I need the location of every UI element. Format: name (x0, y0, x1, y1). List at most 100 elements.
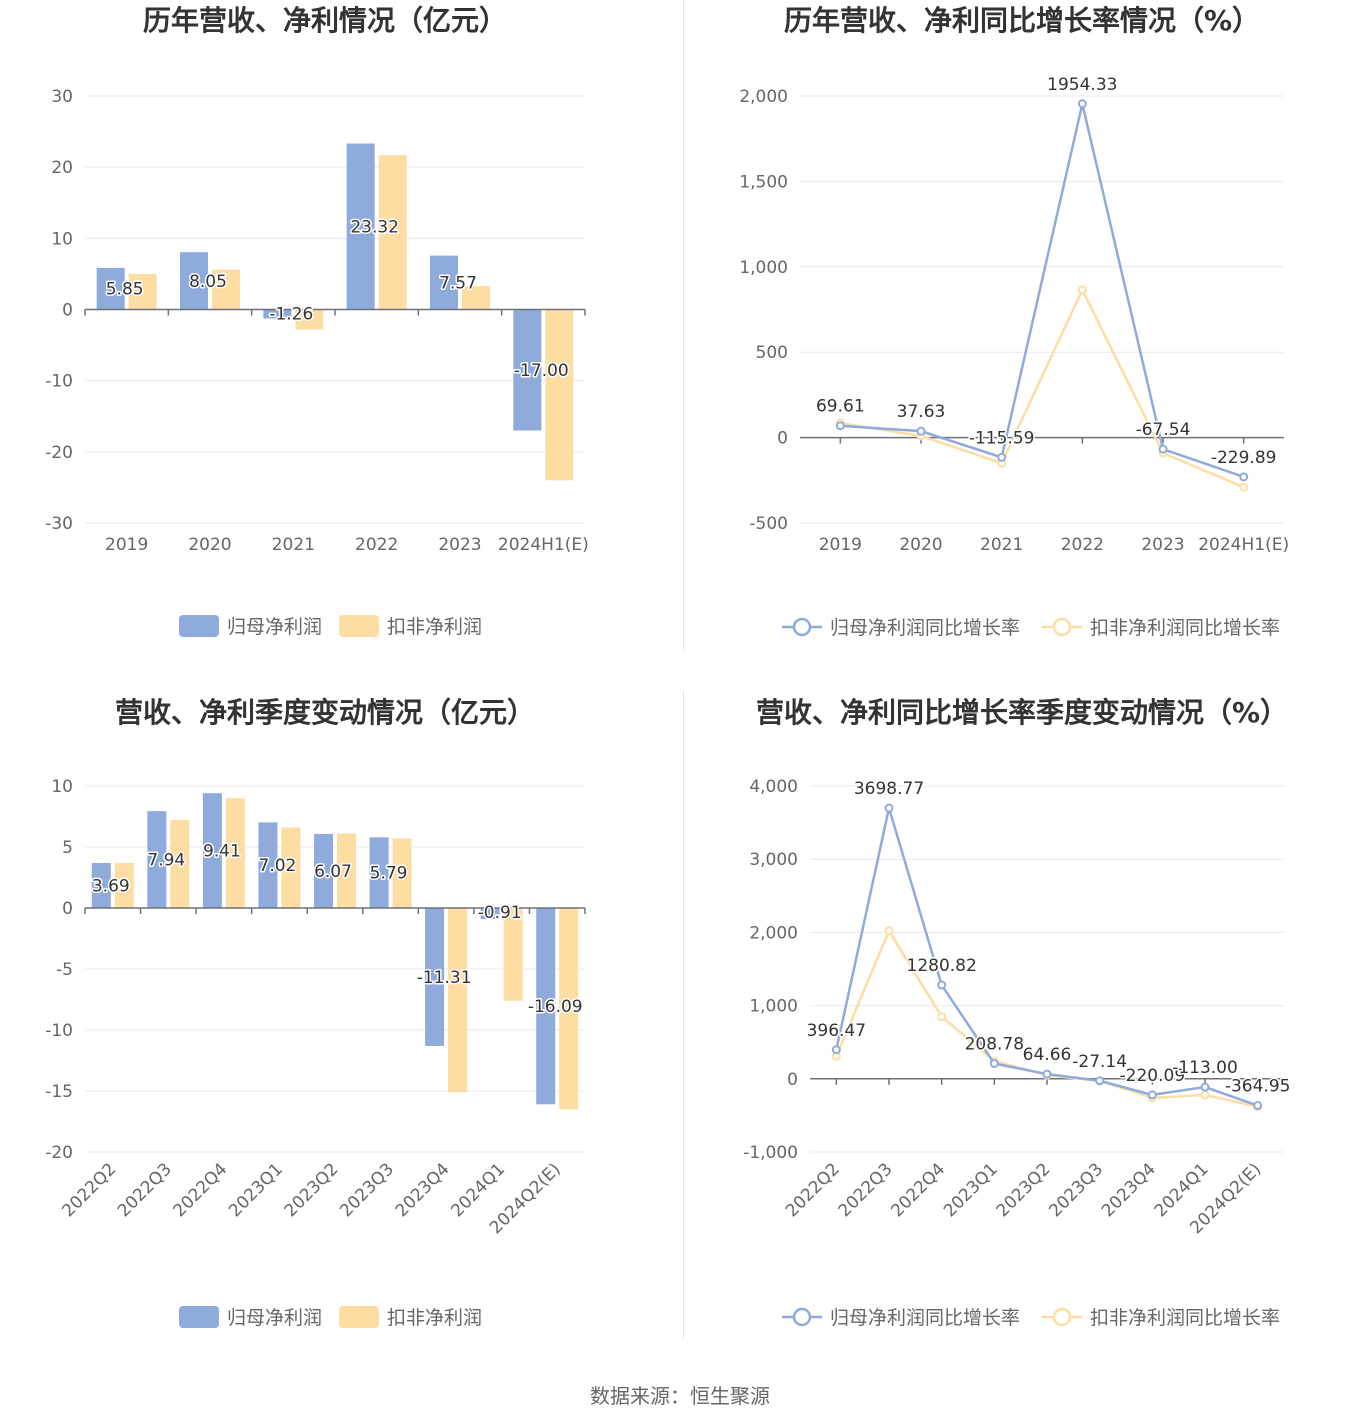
x-tick-label: 2023Q4 (392, 1159, 454, 1221)
x-tick-label: 2023Q3 (336, 1159, 398, 1221)
x-tick-label: 2024H1(E) (1198, 535, 1289, 555)
x-tick-label: 2023 (1141, 535, 1184, 555)
x-tick-label: 2022Q3 (835, 1159, 897, 1221)
y-tick-label: 0 (62, 301, 73, 321)
data-label: -11.31 (417, 968, 472, 988)
data-label: -1.26 (269, 305, 313, 325)
bar-series2 (281, 827, 301, 908)
y-tick-label: 0 (777, 429, 788, 449)
point-series1 (1042, 1069, 1052, 1079)
point-series1 (937, 980, 947, 990)
legend-label: 扣非净利润同比增长率 (1090, 617, 1280, 639)
panel-annual-growth: 历年营收、净利同比增长率情况（%） 2,000 1,500 1,000 500 0 -500… (680, 0, 1360, 690)
x-tick-label: 2020 (899, 535, 942, 555)
divider-top (683, 0, 684, 650)
data-source-name: 恒生聚源 (690, 1384, 770, 1408)
data-label: -16.09 (528, 997, 583, 1017)
legend-marker-series1 (792, 617, 812, 637)
bar-series1 (513, 309, 542, 431)
x-tick-label: 2019 (819, 535, 862, 555)
data-label: 8.05 (189, 272, 227, 292)
bar-series2 (545, 309, 574, 481)
data-source: 数据来源：恒生聚源 (0, 1380, 1360, 1409)
legend-label: 扣非净利润 (387, 616, 482, 638)
point-series1 (1200, 1082, 1210, 1092)
point-series2 (1077, 285, 1087, 295)
data-label: -17.00 (514, 361, 569, 381)
bar-series2 (378, 155, 407, 310)
bar-series2 (503, 908, 523, 1001)
chart-title: 营收、净利季度变动情况（亿元） (115, 696, 535, 729)
bar-series1 (147, 811, 167, 908)
y-tick-label: -1,000 (743, 1143, 798, 1163)
x-tick-label: 2023Q1 (225, 1159, 287, 1221)
line-series1 (840, 103, 1245, 479)
bar-series1 (425, 908, 445, 1046)
chart-annual-profit: 历年营收、净利情况（亿元） 30 20 10 0 -10 -20 -30 5.85 8.05 -1.… (45, 4, 589, 638)
x-tick-label: 2023Q4 (1098, 1159, 1160, 1221)
bar-series2 (128, 273, 157, 310)
x-tick-label: 2023Q2 (993, 1159, 1055, 1221)
data-label: 1280.82 (907, 956, 977, 976)
data-label: 37.63 (897, 402, 946, 422)
bar-series1 (91, 862, 111, 908)
x-tick-label: 2023Q3 (1045, 1159, 1107, 1221)
x-tick-label: 2022 (1061, 535, 1104, 555)
panel-annual-profit: 历年营收、净利情况（亿元） 30 20 10 0 -10 -20 -30 5.85 8.05 -1.… (0, 0, 680, 690)
data-label: -115.59 (969, 428, 1035, 448)
data-label: -229.89 (1211, 448, 1277, 468)
y-tick-label: 10 (51, 229, 73, 249)
point-series2 (884, 926, 894, 936)
data-label: 1954.33 (1047, 75, 1117, 95)
bar-series1 (369, 837, 389, 908)
bar-series1 (314, 833, 333, 908)
data-label: 3.69 (92, 876, 130, 896)
data-label: -0.91 (478, 903, 522, 923)
chart-quarterly-profit: 营收、净利季度变动情况（亿元） 10 5 0 -5 -10 -15 -20 3.69 7.94 9.… (45, 696, 586, 1329)
bar-series2 (392, 838, 412, 908)
point-series1 (916, 426, 926, 436)
bar-series2 (212, 269, 240, 310)
panel-quarterly-profit: 营收、净利季度变动情况（亿元） 10 5 0 -5 -10 -15 -20 3.69 7.94 9.… (0, 690, 680, 1380)
x-tick-label: 2023 (438, 535, 481, 555)
data-label: 69.61 (816, 397, 865, 417)
data-label: -113.00 (1172, 1058, 1238, 1078)
x-tick-label: 2024H1(E) (498, 535, 589, 555)
legend-swatch-series2 (339, 615, 379, 637)
legend-label: 扣非净利润 (387, 1307, 482, 1329)
chart-title: 历年营收、净利同比增长率情况（%） (784, 4, 1260, 37)
bar-series1 (536, 908, 556, 1105)
point-series2 (1239, 482, 1249, 492)
bar-series1 (96, 267, 125, 310)
legend-label: 扣非净利润同比增长率 (1090, 1307, 1280, 1329)
x-tick-label: 2022 (355, 535, 398, 555)
bar-series2 (225, 798, 245, 908)
x-tick-label: 2019 (105, 535, 148, 555)
legend-swatch-series2 (339, 1306, 379, 1328)
bar-series1 (346, 143, 375, 310)
chart-title: 历年营收、净利情况（亿元） (143, 4, 507, 37)
chart-annual-growth: 历年营收、净利同比增长率情况（%） 2,000 1,500 1,000 500 0 -500… (739, 4, 1289, 639)
line-series2 (840, 286, 1245, 489)
point-series1 (1253, 1101, 1263, 1111)
y-tick-label: -20 (45, 1143, 73, 1163)
x-tick-label: 2023Q2 (281, 1159, 343, 1221)
chart-title: 营收、净利同比增长率季度变动情况（%） (756, 696, 1288, 729)
x-tick-label: 2021 (980, 535, 1023, 555)
x-tick-label: 2021 (272, 535, 315, 555)
y-tick-label: 3,000 (749, 850, 798, 870)
bar-series1 (258, 822, 278, 908)
point-series2 (1200, 1090, 1210, 1100)
y-tick-label: 1,000 (749, 997, 798, 1017)
y-tick-label: -10 (45, 1021, 73, 1041)
data-label: 23.32 (350, 218, 399, 238)
bar-series1 (480, 908, 500, 920)
data-label: -220.09 (1120, 1066, 1186, 1086)
point-series1 (989, 1059, 999, 1069)
x-tick-label: 2022Q4 (887, 1159, 949, 1221)
bar-series1 (202, 793, 222, 908)
x-tick-label: 2022Q4 (170, 1159, 232, 1221)
data-label: -67.54 (1136, 420, 1191, 440)
data-label: -27.14 (1072, 1052, 1127, 1072)
data-label: 64.66 (1023, 1045, 1072, 1065)
